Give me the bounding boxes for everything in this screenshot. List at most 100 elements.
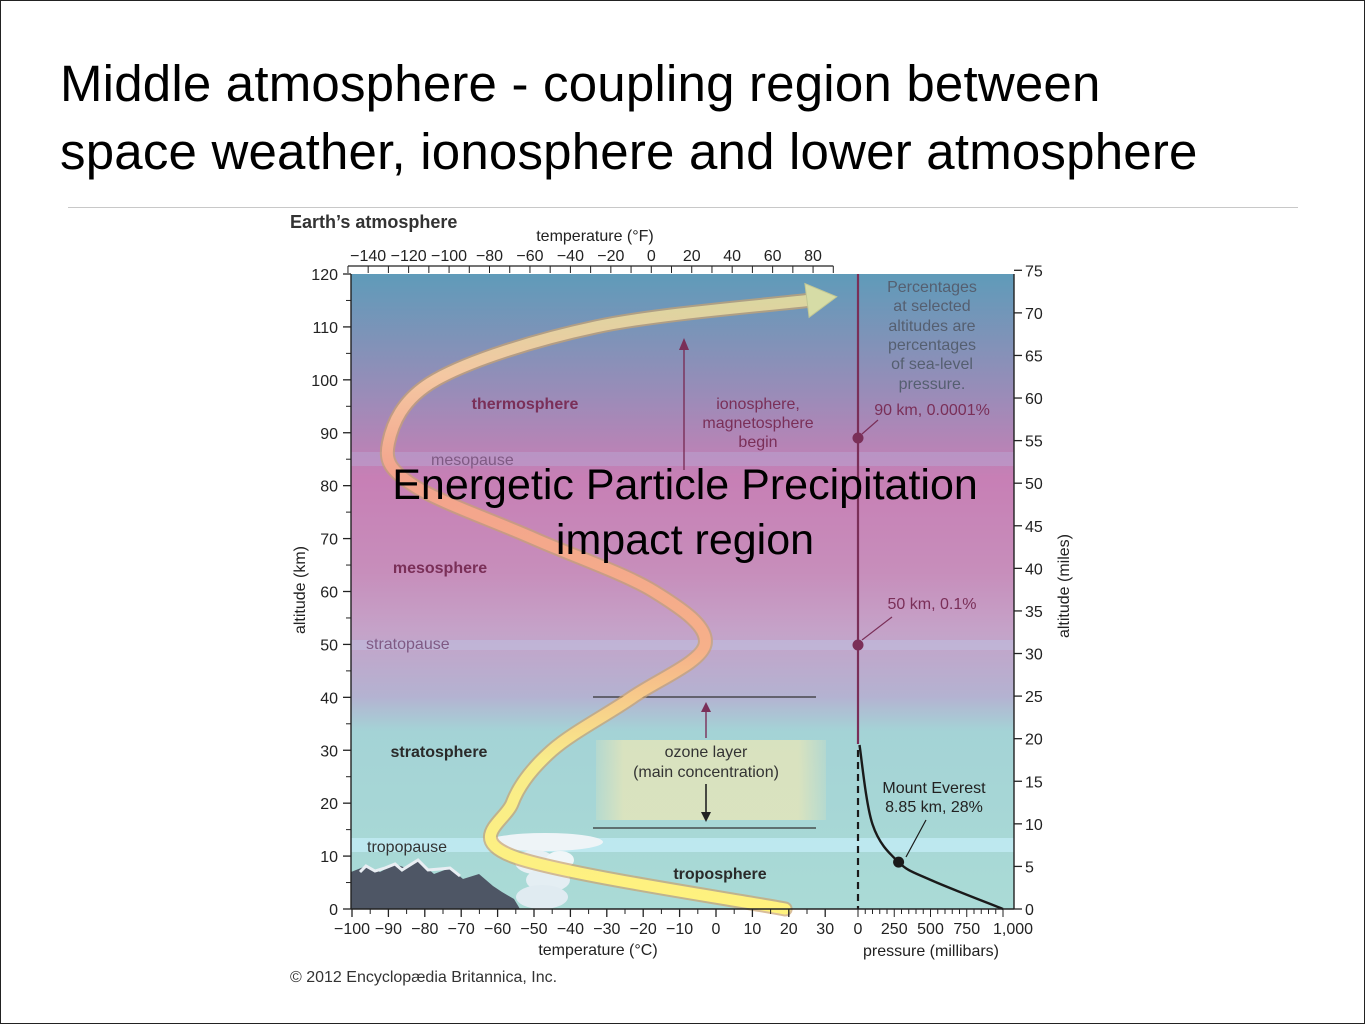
mile-tick-label: 5 <box>1025 859 1034 876</box>
mile-tick-label: 75 <box>1025 263 1043 280</box>
marker-everest <box>893 856 905 868</box>
pressure-tick-label: 1,000 <box>993 921 1033 938</box>
mile-tick-label: 30 <box>1025 647 1043 664</box>
mile-tick-label: 10 <box>1025 817 1043 834</box>
celsius-tick-label: −20 <box>630 921 657 938</box>
celsius-tick-label: −100 <box>334 921 370 938</box>
pressure-note-line-4: percentages <box>888 337 976 354</box>
ionosphere-note-line-2: magnetosphere <box>702 415 813 432</box>
pressure-tick-label: 250 <box>881 921 908 938</box>
mile-tick-label: 40 <box>1025 561 1043 578</box>
pressure-axis-label: pressure (millibars) <box>863 943 999 960</box>
celsius-axis: −100 −90 −80 −70 −60 −50 −40 −30 −20 −10 0 10 20 30 <box>334 909 834 938</box>
fahrenheit-tick-label: −60 <box>516 248 543 265</box>
celsius-tick-label: −70 <box>448 921 475 938</box>
km-tick-label: 20 <box>320 796 338 813</box>
pressure-note-line-5: of sea-level <box>891 356 973 373</box>
callout-line-everest <box>905 819 927 858</box>
marker-90km <box>852 432 864 444</box>
celsius-tick-label: −80 <box>411 921 438 938</box>
layer-label-stratosphere: stratosphere <box>391 744 488 761</box>
temperature-curve-arrowhead <box>804 282 838 319</box>
km-tick-label: 100 <box>311 373 338 390</box>
fahrenheit-tick-label: −40 <box>557 248 584 265</box>
pressure-tick-label: 500 <box>917 921 944 938</box>
callout-90km: 90 km, 0.0001% <box>874 402 990 419</box>
km-tick-label: 10 <box>320 849 338 866</box>
pressure-axis: 0 250 500 750 1,000 <box>854 909 1033 938</box>
ozone-down-arrow-head <box>701 812 711 822</box>
mile-tick-label: 50 <box>1025 476 1043 493</box>
mountain-silhouette <box>351 860 520 909</box>
pressure-note: Percentages at selected altitudes are pe… <box>887 279 977 393</box>
mile-tick-label: 20 <box>1025 732 1043 749</box>
pressure-note-line-1: Percentages <box>887 279 977 296</box>
temperature-profile <box>379 282 838 917</box>
fahrenheit-tick-label: −80 <box>476 248 503 265</box>
title-divider <box>68 207 1298 208</box>
mile-tick-label: 55 <box>1025 434 1043 451</box>
mile-tick-label: 70 <box>1025 306 1043 323</box>
layer-label-thermosphere: thermosphere <box>472 396 579 413</box>
epp-overlay-line-1: Energetic Particle Precipitation <box>392 461 978 509</box>
celsius-tick-label: −50 <box>520 921 547 938</box>
ionosphere-note-line-3: begin <box>738 434 777 451</box>
everest-note-line-1: Mount Everest <box>882 780 986 797</box>
celsius-tick-label: 0 <box>712 921 721 938</box>
km-tick-label: 90 <box>320 426 338 443</box>
copyright-credit: © 2012 Encyclopædia Britannica, Inc. <box>290 969 557 986</box>
ozone-up-arrow-head <box>701 702 711 712</box>
km-axis: 0 10 20 30 40 50 60 70 80 90 100 110 120 <box>311 267 351 919</box>
celsius-tick-label: −90 <box>375 921 402 938</box>
slide-title-line-1: Middle atmosphere - coupling region betw… <box>60 55 1101 112</box>
mile-tick-label: 60 <box>1025 391 1043 408</box>
celsius-tick-label: −40 <box>557 921 584 938</box>
mile-tick-label: 45 <box>1025 519 1043 536</box>
km-tick-label: 80 <box>320 479 338 496</box>
ozone-layer-box <box>596 740 826 820</box>
fahrenheit-tick-label: 60 <box>764 248 782 265</box>
celsius-tick-label: −30 <box>593 921 620 938</box>
km-tick-label: 40 <box>320 690 338 707</box>
celsius-tick-label: 10 <box>744 921 762 938</box>
mile-tick-label: 65 <box>1025 348 1043 365</box>
callout-line-90km <box>861 419 879 435</box>
boundary-label-tropopause: tropopause <box>367 839 447 856</box>
fahrenheit-tick-label: 80 <box>804 248 822 265</box>
km-tick-label: 50 <box>320 637 338 654</box>
pressure-tick-label: 750 <box>953 921 980 938</box>
pressure-note-line-2: at selected <box>893 298 970 315</box>
km-tick-label: 30 <box>320 743 338 760</box>
right-axis-label: altitude (miles) <box>1056 534 1073 638</box>
temperature-curve <box>381 295 813 915</box>
fahrenheit-tick-label: −140 <box>350 248 386 265</box>
mesopause-band <box>351 452 1014 466</box>
fahrenheit-tick-label: −120 <box>391 248 427 265</box>
fahrenheit-axis: −140 −120 −100 −80 −60 −40 −20 0 20 40 60 80 <box>347 248 834 273</box>
bottom-axis-label: temperature (°C) <box>538 942 657 959</box>
fahrenheit-tick-label: −20 <box>597 248 624 265</box>
ionosphere-note-line-1: ionosphere, <box>716 396 800 413</box>
slide-title-line-2: space weather, ionosphere and lower atmo… <box>60 123 1198 180</box>
celsius-tick-label: −60 <box>484 921 511 938</box>
boundary-label-stratopause: stratopause <box>366 636 450 653</box>
pressure-note-line-3: altitudes are <box>888 318 975 335</box>
left-axis-label: altitude (km) <box>292 546 309 634</box>
ionosphere-arrow-head <box>679 338 689 350</box>
mile-tick-label: 25 <box>1025 689 1043 706</box>
layer-label-troposphere: troposphere <box>673 866 766 883</box>
ozone-note-line-1: ozone layer <box>665 744 748 761</box>
fahrenheit-tick-label: 20 <box>683 248 701 265</box>
km-tick-label: 0 <box>329 902 338 919</box>
epp-overlay-line-2: impact region <box>555 516 815 564</box>
mile-tick-label: 0 <box>1025 902 1034 919</box>
everest-note-line-2: 8.85 km, 28% <box>885 799 983 816</box>
mile-tick-label: 15 <box>1025 774 1043 791</box>
fahrenheit-tick-label: 40 <box>723 248 741 265</box>
km-tick-label: 70 <box>320 532 338 549</box>
pressure-tick-label: 0 <box>854 921 863 938</box>
stratopause-band <box>351 640 1014 650</box>
pressure-note-line-6: pressure. <box>899 376 966 393</box>
celsius-tick-label: 20 <box>780 921 798 938</box>
callout-line-50km <box>861 616 893 641</box>
